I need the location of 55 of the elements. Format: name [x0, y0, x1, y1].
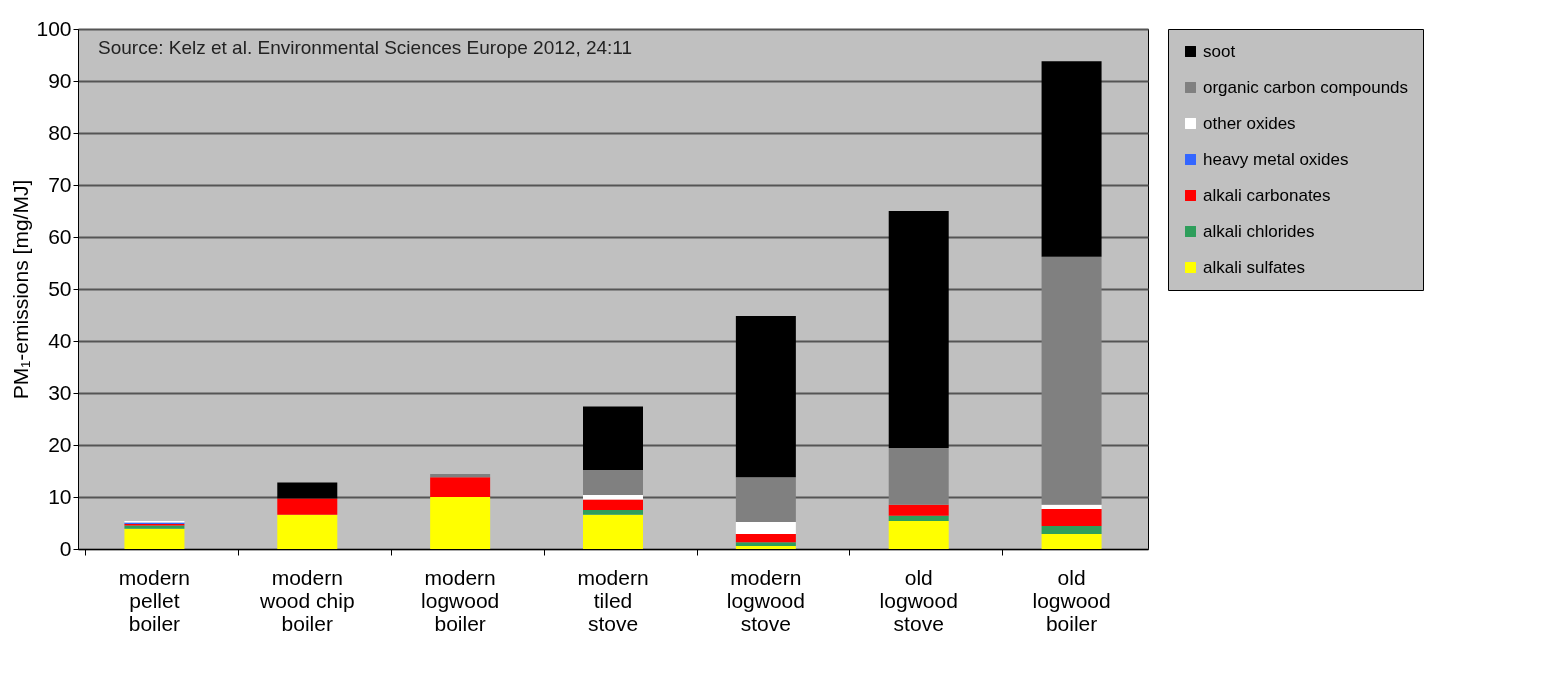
y-tick-label: 40	[48, 328, 72, 352]
bar	[735, 521, 796, 534]
bar	[583, 510, 643, 515]
bar	[583, 406, 643, 470]
x-tick-label: modern logwood stove	[726, 565, 805, 635]
bar	[277, 514, 338, 549]
y-tick-label: 70	[48, 172, 72, 196]
bar	[888, 211, 949, 449]
bar	[124, 528, 185, 549]
bar	[735, 316, 796, 478]
bar	[583, 494, 643, 500]
y-axis-title: PM₁-emissions [mg/MJ]	[9, 179, 33, 400]
bar	[430, 474, 491, 478]
bar	[583, 499, 643, 510]
bar	[888, 504, 949, 516]
y-tick-label: 60	[48, 224, 72, 248]
y-tick-label: 20	[48, 432, 72, 456]
x-tick-label: modern tiled stove	[577, 565, 649, 635]
legend-label: alkali carbonates	[1203, 185, 1331, 205]
bar	[888, 448, 949, 505]
bar	[888, 520, 949, 549]
bar	[1041, 256, 1102, 505]
y-tick-label: 50	[48, 276, 72, 300]
bar	[1041, 508, 1102, 527]
legend-label: soot	[1203, 41, 1236, 61]
y-tick-label: 90	[48, 68, 72, 92]
x-tick-label: old logwood stove	[879, 565, 958, 635]
bar	[277, 482, 338, 499]
x-tick-label: modern wood chip boiler	[259, 565, 355, 635]
bar	[1041, 533, 1102, 549]
y-tick-label: 100	[36, 16, 72, 40]
y-tick-label: 30	[48, 380, 72, 404]
x-tick-label: modern pellet boiler	[118, 565, 191, 635]
y-tick-label: 80	[48, 120, 72, 144]
bar	[430, 477, 491, 497]
bar	[583, 514, 643, 549]
y-tick-label: 0	[59, 536, 72, 560]
bar	[888, 515, 949, 521]
bar	[430, 497, 491, 549]
bar	[735, 533, 796, 543]
x-tick-label: old logwood boiler	[1032, 565, 1111, 635]
bar	[583, 469, 643, 495]
x-tick-label: modern logwood boiler	[421, 565, 500, 635]
annotation: Source: Kelz et al. Environmental Sciences Europe 2012, 24:11	[98, 37, 633, 58]
legend-label: alkali chlorides	[1203, 221, 1315, 241]
legend-label: heavy metal oxides	[1203, 149, 1349, 169]
legend-label: alkali sulfates	[1203, 257, 1306, 277]
bar	[1041, 526, 1102, 534]
bar	[1041, 61, 1102, 257]
bar	[277, 498, 338, 515]
legend-label: organic carbon compounds	[1203, 77, 1409, 97]
y-tick-label: 10	[48, 484, 72, 508]
legend-label: other oxides	[1203, 113, 1296, 133]
bar	[735, 477, 796, 522]
bar	[1041, 504, 1102, 509]
